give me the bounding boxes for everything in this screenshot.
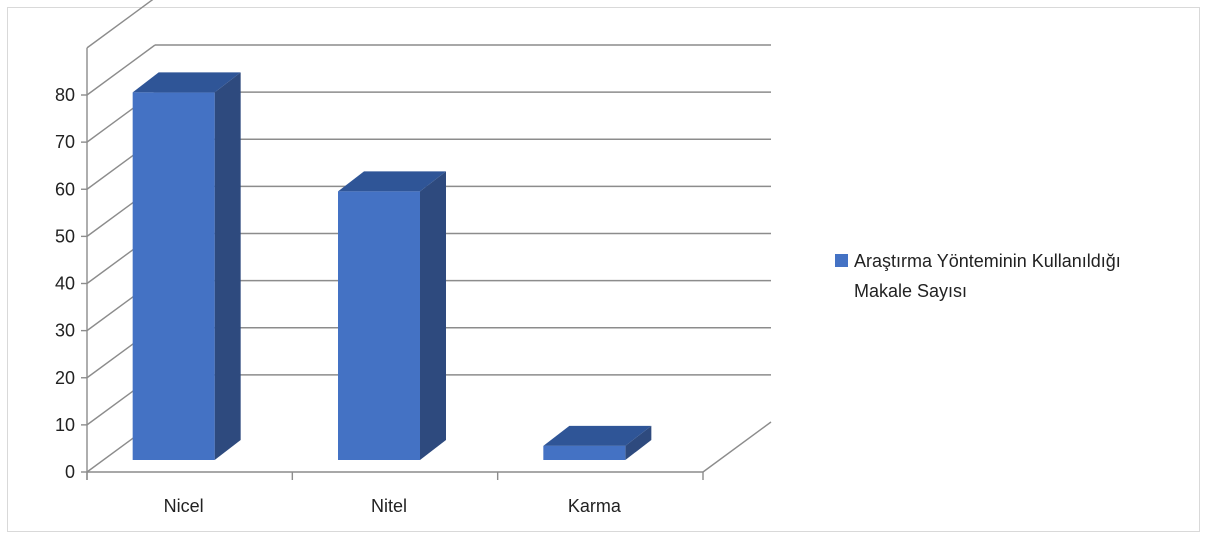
- bar-front-karma: [543, 445, 626, 460]
- bars: [132, 72, 652, 461]
- y-tick-label-50: 50: [55, 226, 75, 246]
- y-tick-label-70: 70: [55, 132, 75, 152]
- x-tick-label-nitel: Nitel: [371, 496, 407, 516]
- x-tick-label-nicel: Nicel: [164, 496, 204, 516]
- y-tick-label-60: 60: [55, 179, 75, 199]
- floor-right-edge: [702, 421, 772, 473]
- y-tick-label-0: 0: [65, 462, 75, 482]
- legend-label-line-2: Makale Sayısı: [854, 281, 967, 301]
- gridline-diagonal-80: [86, 44, 156, 96]
- bar-front-nicel: [132, 92, 215, 461]
- bar-side-karma: [625, 425, 652, 460]
- y-tick-label-40: 40: [55, 274, 75, 294]
- y-tick-label-20: 20: [55, 368, 75, 388]
- bar-karma: [543, 425, 652, 460]
- legend: Araştırma Yönteminin Kullanıldığı Makale…: [835, 251, 1121, 301]
- axes: [81, 47, 772, 480]
- bar-top-karma: [543, 425, 652, 446]
- y-tick-label-80: 80: [55, 85, 75, 105]
- bar-side-nitel: [420, 171, 446, 460]
- y-tick-label-30: 30: [55, 321, 75, 341]
- bar-side-nicel: [214, 72, 241, 461]
- bar-top-nicel: [132, 72, 241, 93]
- gridline-diagonal-top: [86, 0, 154, 49]
- bar-front-nitel: [338, 191, 420, 460]
- y-tick-label-10: 10: [55, 415, 75, 435]
- bar-nitel: [338, 171, 446, 460]
- legend-label-line-1: Araştırma Yönteminin Kullanıldığı: [854, 251, 1121, 271]
- x-tick-label-karma: Karma: [568, 496, 622, 516]
- tick-labels: 0 10 20 30 40 50 60 70 80 Nicel Nitel Karma: [55, 85, 622, 516]
- bar-top-nitel: [338, 171, 446, 192]
- bar-nicel: [132, 72, 241, 461]
- legend-swatch: [835, 254, 848, 267]
